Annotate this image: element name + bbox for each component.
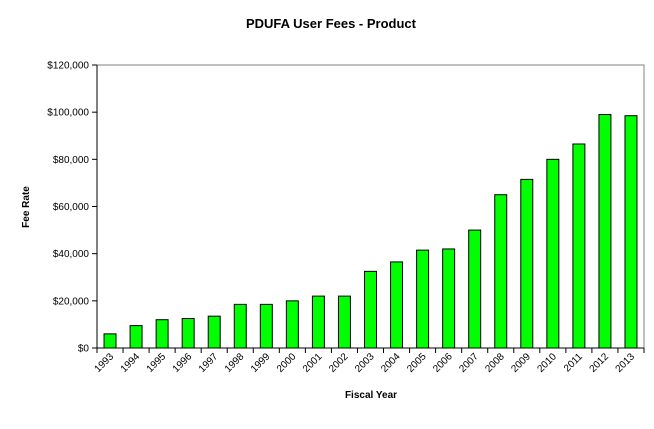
bar-2007 <box>468 229 482 349</box>
chart-title: PDUFA User Fees - Product <box>246 16 417 31</box>
bar-1993 <box>103 333 117 349</box>
x-tick-label: 1993 <box>93 351 117 375</box>
y-tick-label: $100,000 <box>47 108 89 119</box>
bar-2005 <box>416 249 430 349</box>
bar-2010 <box>546 158 560 349</box>
x-tick-label: 2000 <box>275 351 299 375</box>
x-tick-label: 2006 <box>431 351 455 375</box>
y-tick-label: $20,000 <box>53 296 90 307</box>
x-tick-label: 1997 <box>197 351 221 375</box>
y-axis-title: Fee Rate <box>21 186 32 228</box>
bar-2011 <box>572 143 586 349</box>
x-tick-label: 2001 <box>301 351 325 375</box>
x-tick-label: 2003 <box>353 351 377 375</box>
bar-2000 <box>285 300 299 349</box>
plot-area: $0 $20,000 $40,000 $60,000 $80,000 $100,000 $1… <box>47 61 645 375</box>
y-tick-label: $60,000 <box>53 202 90 213</box>
y-tick-label: $80,000 <box>53 155 90 166</box>
bar-2013 <box>624 115 638 349</box>
x-tick-label: 1995 <box>145 351 169 375</box>
x-tick-label: 2002 <box>327 351 351 375</box>
bar-1996 <box>181 318 195 349</box>
x-tick-label: 1998 <box>223 351 247 375</box>
bar-1995 <box>155 319 169 349</box>
bar-2002 <box>337 295 351 349</box>
bar-1998 <box>233 303 247 349</box>
bar-1999 <box>259 303 273 349</box>
x-tick-label: 1999 <box>249 351 273 375</box>
bar-2003 <box>364 270 377 349</box>
x-axis-title: Fiscal Year <box>345 390 397 401</box>
x-tick-label: 2011 <box>562 351 585 374</box>
bar-2012 <box>598 114 612 349</box>
x-tick-label: 2012 <box>588 351 612 375</box>
bar-2001 <box>311 295 325 349</box>
bar-2008 <box>494 194 508 349</box>
bar-1994 <box>129 325 143 349</box>
x-tick-label: 2010 <box>535 351 559 375</box>
y-tick-label: $0 <box>78 344 90 355</box>
x-tick-label: 2008 <box>483 351 507 375</box>
bar-1997 <box>207 315 221 349</box>
y-tick-label: $40,000 <box>53 249 90 260</box>
bar-2006 <box>442 248 456 349</box>
x-tick-label: 1996 <box>171 351 195 375</box>
x-tick-label: 2005 <box>405 351 429 375</box>
x-tick-label: 2004 <box>379 351 403 375</box>
x-tick-label: 2007 <box>457 351 481 375</box>
bar-2004 <box>390 261 404 349</box>
bar-2009 <box>520 178 534 349</box>
x-tick-label: 2009 <box>509 351 533 375</box>
x-tick-label: 1994 <box>119 351 143 375</box>
y-tick-label: $120,000 <box>47 61 89 72</box>
x-tick-label: 2013 <box>614 351 638 375</box>
